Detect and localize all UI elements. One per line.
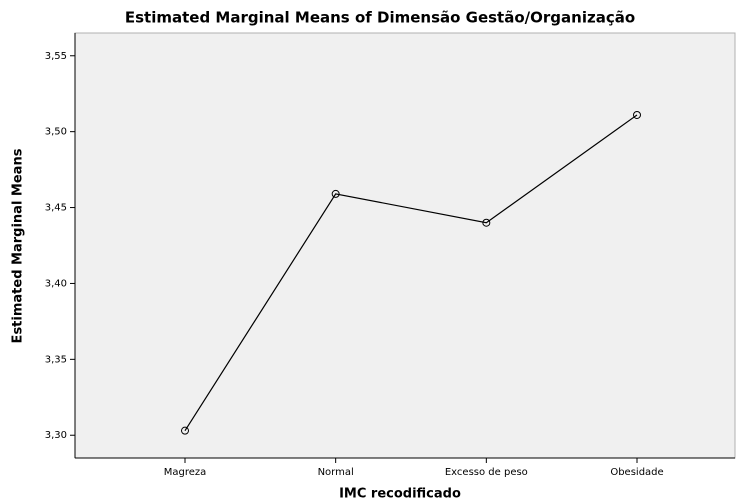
marker: [482, 218, 491, 227]
y-tick-label: 3,55: [45, 51, 67, 62]
x-tick-label: Obesidade: [610, 467, 663, 478]
plot-area: [74, 32, 736, 459]
y-tick-label: 3,30: [45, 430, 67, 441]
y-tick-label: 3,45: [45, 203, 67, 214]
x-tick-label: Magreza: [164, 467, 207, 478]
y-tick-label: 3,40: [45, 278, 67, 289]
y-tick-label: 3,50: [45, 127, 67, 138]
line: [184, 114, 638, 432]
x-tick-label: Excesso de peso: [445, 467, 528, 478]
marker: [633, 110, 641, 119]
y-tick-label: 3,35: [45, 354, 67, 365]
marker: [331, 189, 340, 198]
y-axis-label: Estimated Marginal Means: [11, 148, 26, 343]
chart-title: Estimated Marginal Means of Dimensão Ges…: [125, 9, 635, 27]
x-tick-label: Normal: [318, 467, 354, 478]
marker: [181, 426, 189, 435]
x-axis-label: IMC recodificado: [339, 487, 461, 502]
